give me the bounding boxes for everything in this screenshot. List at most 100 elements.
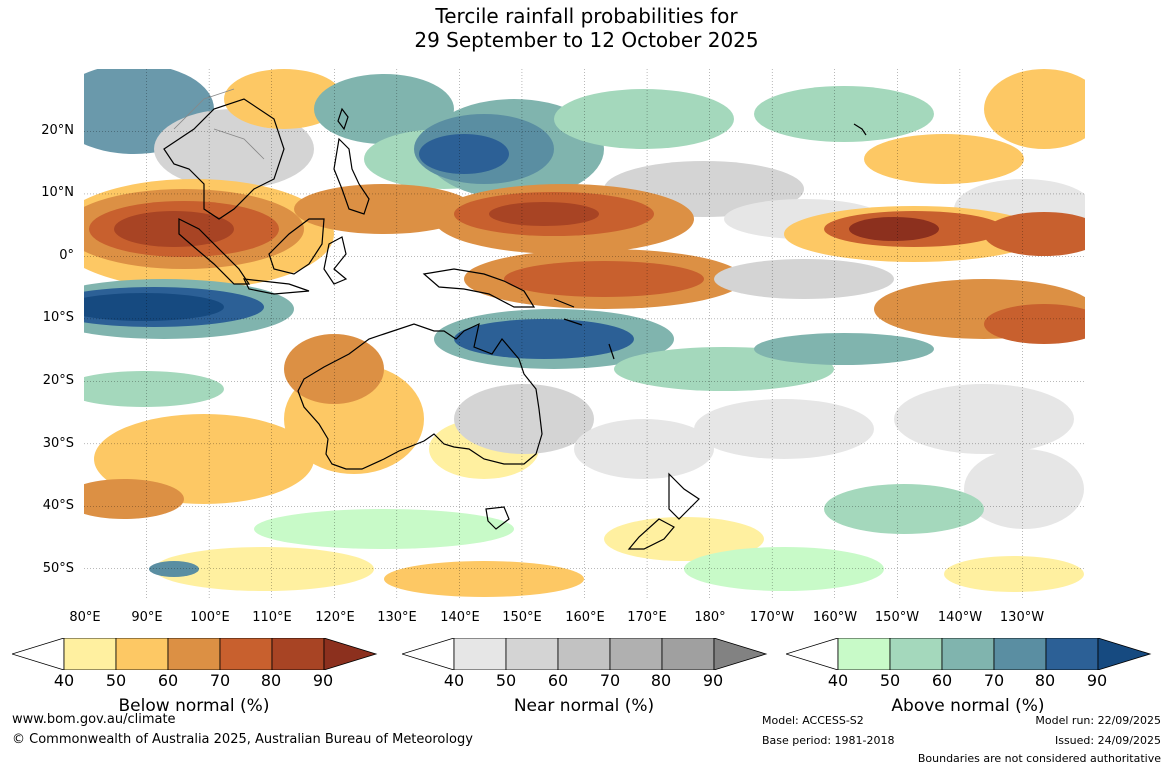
lon-label-170w: 170°W <box>749 610 795 625</box>
lon-label-130w: 130°W <box>999 610 1045 625</box>
base-period-text: Base period: 1981-2018 <box>762 734 895 747</box>
lat-label-0: 0° <box>59 248 74 263</box>
colorbar-segment <box>167 637 221 671</box>
colorbar-max-extension <box>323 637 378 671</box>
lon-label-160e: 160°E <box>565 610 605 625</box>
lon-label-120e: 120°E <box>315 610 355 625</box>
copyright-text: © Commonwealth of Australia 2025, Austra… <box>12 732 473 747</box>
cbar1-tick-80: 80 <box>650 671 672 690</box>
lon-label-90e: 90°E <box>131 610 163 625</box>
cbar2-tick-50: 50 <box>879 671 901 690</box>
australia-coastline <box>297 322 543 470</box>
model-text: Model: ACCESS-S2 <box>762 714 864 727</box>
borneo-coastline <box>268 218 325 275</box>
title-line-2: 29 September to 12 October 2025 <box>414 28 759 52</box>
cbar2-tick-90: 90 <box>1086 671 1108 690</box>
disclaimer-text: Boundaries are not considered authoritat… <box>917 752 1161 765</box>
cbar1-tick-50: 50 <box>495 671 517 690</box>
lon-label-140e: 140°E <box>440 610 480 625</box>
colorbar-segment <box>609 637 663 671</box>
colorbar-segment <box>63 637 117 671</box>
colorbar-segment <box>993 637 1047 671</box>
colorbar-below-normal-graphic <box>10 637 378 671</box>
solomon-islands <box>553 298 583 326</box>
colorbar-segment <box>453 637 507 671</box>
hawaii-islands <box>853 123 867 136</box>
colorbar-segment <box>941 637 995 671</box>
website-text: www.bom.gov.au/climate <box>12 712 176 727</box>
cbar0-title: Below normal (%) <box>118 696 270 716</box>
colorbar-segment <box>889 637 943 671</box>
cbar0-tick-60: 60 <box>157 671 179 690</box>
cbar1-tick-70: 70 <box>599 671 621 690</box>
cbar2-tick-70: 70 <box>983 671 1005 690</box>
model-run-text: Model run: 22/09/2025 <box>1035 714 1161 727</box>
cbar1-title: Near normal (%) <box>513 696 655 716</box>
chart-title: Tercile rainfall probabilities for 29 Se… <box>0 4 1173 52</box>
java-coastline <box>242 278 310 295</box>
sumatra-coastline <box>178 218 251 285</box>
lon-label-170e: 170°E <box>627 610 667 625</box>
gridlines <box>84 69 1085 600</box>
cbar1-tick-90: 90 <box>702 671 724 690</box>
lon-label-110e: 110°E <box>252 610 292 625</box>
taiwan-coastline <box>337 107 349 131</box>
colorbar-segment <box>115 637 169 671</box>
cbar2-tick-80: 80 <box>1034 671 1056 690</box>
colorbar-min-extension <box>400 637 455 671</box>
lon-label-140w: 140°W <box>937 610 983 625</box>
lat-label-50s: 50°S <box>42 561 74 576</box>
lat-label-40s: 40°S <box>42 498 74 513</box>
colorbar-near-normal-graphic <box>400 637 768 671</box>
colorbar-min-extension <box>784 637 839 671</box>
lon-label-80e: 80°E <box>69 610 101 625</box>
lon-label-130e: 130°E <box>377 610 417 625</box>
new-guinea-coastline <box>422 268 536 308</box>
lat-label-30s: 30°S <box>42 436 74 451</box>
colorbar-near-normal <box>400 637 768 674</box>
colorbar-segment <box>271 637 325 671</box>
colorbar-max-extension <box>1097 637 1152 671</box>
cbar1-tick-40: 40 <box>443 671 465 690</box>
lat-label-20s: 20°S <box>42 373 74 388</box>
rainfall-probability-map <box>84 69 1085 600</box>
lon-label-150e: 150°E <box>502 610 542 625</box>
country-borders <box>173 88 265 160</box>
title-line-1: Tercile rainfall probabilities for <box>435 4 738 28</box>
lat-label-10s: 10°S <box>42 310 74 325</box>
cbar2-title: Above normal (%) <box>891 696 1045 716</box>
se-asia-coastline <box>163 98 285 220</box>
tasmania-coastline <box>485 506 510 530</box>
colorbar-segment <box>661 637 715 671</box>
colorbar-segment <box>1045 637 1099 671</box>
lon-label-180: 180° <box>694 610 726 625</box>
cbar0-tick-70: 70 <box>209 671 231 690</box>
colorbar-above-normal <box>784 637 1152 674</box>
colorbar-min-extension <box>10 637 65 671</box>
colorbar-segment <box>557 637 611 671</box>
colorbar-segment <box>837 637 891 671</box>
cbar1-tick-60: 60 <box>547 671 569 690</box>
issued-text: Issued: 24/09/2025 <box>1054 734 1161 747</box>
lat-label-20n: 20°N <box>41 123 74 138</box>
map-canvas <box>84 69 1085 600</box>
lon-label-150w: 150°W <box>874 610 920 625</box>
cbar0-tick-90: 90 <box>312 671 334 690</box>
vanuatu-islands <box>608 343 615 360</box>
colorbar-above-normal-graphic <box>784 637 1152 671</box>
lat-label-10n: 10°N <box>41 185 74 200</box>
philippines-coastline <box>333 137 370 215</box>
lon-label-160w: 160°W <box>812 610 858 625</box>
colorbar-segment <box>219 637 273 671</box>
colorbar-below-normal <box>10 637 378 674</box>
cbar2-tick-40: 40 <box>827 671 849 690</box>
cbar0-tick-40: 40 <box>53 671 75 690</box>
colorbar-segment <box>505 637 559 671</box>
coastlines <box>163 98 867 550</box>
cbar0-tick-80: 80 <box>260 671 282 690</box>
cbar2-tick-60: 60 <box>931 671 953 690</box>
colorbar-max-extension <box>713 637 768 671</box>
sulawesi-coastline <box>323 236 348 285</box>
lon-label-100e: 100°E <box>190 610 230 625</box>
cbar0-tick-50: 50 <box>105 671 127 690</box>
